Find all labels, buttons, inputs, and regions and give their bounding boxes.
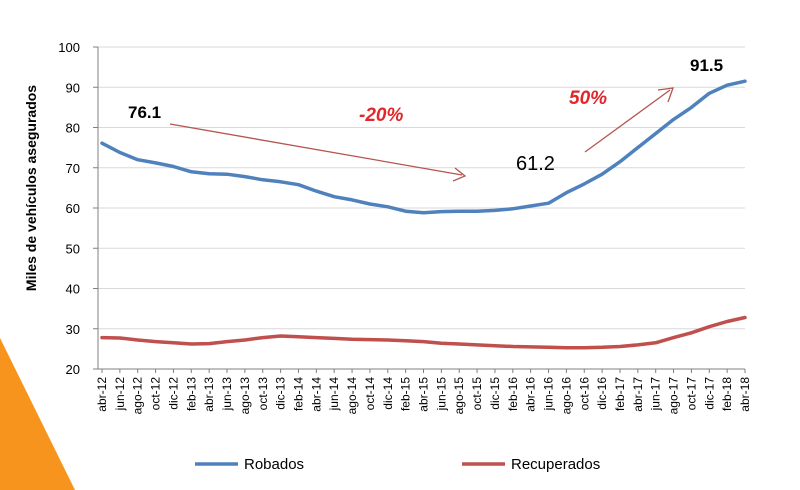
x-tick-label: feb-15 [399, 377, 413, 411]
annotation-min-value: 61.2 [516, 153, 555, 175]
y-tick-label: 60 [66, 201, 80, 216]
x-tick-label: dic-14 [381, 377, 395, 410]
y-tick-label: 30 [66, 322, 80, 337]
x-tick-label: dic-17 [702, 377, 716, 410]
y-tick-label: 50 [66, 241, 80, 256]
x-tick-labels: abr-12 jun-12 ago-12 oct-12 dic-12 feb-13 abr-… [95, 377, 752, 415]
y-tick-label: 100 [58, 40, 80, 55]
annotation-start-value: 76.1 [128, 103, 161, 122]
legend-label-robados: Robados [244, 456, 304, 473]
x-tick-label: dic-15 [488, 377, 502, 410]
x-tick-label: jun-17 [649, 377, 663, 412]
x-tick-label: jun-16 [542, 377, 556, 412]
x-tick-label: jun-15 [434, 377, 448, 412]
rise-arrow [584, 89, 671, 153]
x-tick-label: dic-12 [166, 377, 180, 410]
x-tick-label: jun-13 [220, 377, 234, 412]
x-tick-label: oct-14 [363, 377, 377, 411]
drop-arrow-head [452, 167, 467, 182]
x-tick-label: ago-14 [345, 377, 359, 415]
decorative-corner [0, 338, 75, 490]
y-tick-label: 80 [66, 121, 80, 136]
y-tick-labels: 20 30 40 50 60 70 80 90 100 [58, 40, 80, 377]
y-tick-label: 70 [66, 161, 80, 176]
x-tick-label: abr-14 [309, 377, 323, 412]
y-axis-label: Miles de vehículos asegurados [23, 85, 39, 291]
x-tick-label: oct-13 [256, 377, 270, 411]
gridlines [93, 46, 745, 370]
rise-arrow-head [657, 87, 674, 103]
x-tick-label: feb-18 [720, 377, 734, 411]
x-tick-label: ago-16 [559, 377, 573, 415]
x-tick-label: feb-16 [506, 377, 520, 411]
series-line-robados [100, 79, 747, 215]
series [100, 79, 747, 350]
x-tick-label: ago-12 [131, 377, 145, 415]
x-tick-label: abr-16 [524, 377, 538, 412]
x-tick-label: oct-12 [149, 377, 163, 411]
annotation-rise-percent: 50% [569, 88, 607, 109]
y-tick-label: 40 [66, 282, 80, 297]
x-tick-label: ago-15 [452, 377, 466, 415]
x-tick-label: abr-12 [95, 377, 109, 412]
y-tick-label: 90 [66, 80, 80, 95]
legend: Robados Recuperados [195, 456, 600, 473]
legend-label-recuperados: Recuperados [511, 456, 600, 473]
annotation-end-value: 91.5 [690, 56, 723, 75]
x-tick-label: ago-13 [238, 377, 252, 415]
x-tick-label: feb-13 [184, 377, 198, 411]
x-tick-label: ago-17 [667, 377, 681, 415]
x-tick-label: jun-12 [113, 377, 127, 412]
x-tick-label: feb-17 [613, 377, 627, 411]
x-tick-label: feb-14 [291, 377, 305, 411]
annotation-arrows [169, 87, 674, 182]
x-tick-label: abr-18 [738, 377, 752, 412]
x-tick-label: oct-17 [684, 377, 698, 411]
x-tick-label: jun-14 [327, 377, 341, 412]
x-tick-label: abr-15 [417, 377, 431, 412]
annotation-drop-percent: -20% [359, 105, 403, 126]
axes [97, 47, 746, 373]
y-tick-label: 20 [66, 362, 80, 377]
x-tick-label: oct-16 [577, 377, 591, 411]
x-tick-label: dic-16 [595, 377, 609, 410]
x-tick-label: abr-13 [202, 377, 216, 412]
series-line-recuperados [100, 315, 747, 350]
drop-arrow [169, 123, 463, 176]
x-tick-label: dic-13 [274, 377, 288, 410]
x-tick-label: oct-15 [470, 377, 484, 411]
x-tick-label: abr-17 [631, 377, 645, 412]
